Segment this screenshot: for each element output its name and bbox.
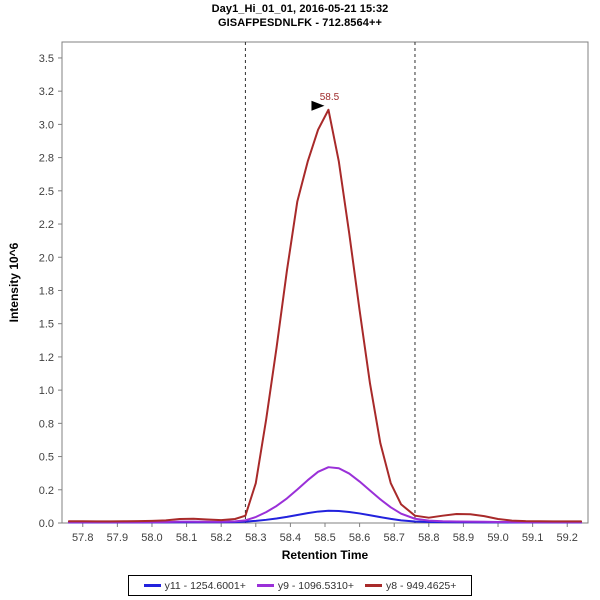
legend-label: y9 - 1096.5310+ bbox=[277, 579, 355, 592]
y-axis-tick-label: 2.0 bbox=[39, 252, 54, 264]
x-axis-tick-label: 59.2 bbox=[557, 532, 578, 544]
legend-entry[interactable]: y8 - 949.4625+ bbox=[365, 580, 456, 592]
series-line-y8[interactable] bbox=[67, 108, 583, 523]
y-axis-tick-label: 2.2 bbox=[39, 219, 54, 231]
x-axis-tick-label: 58.6 bbox=[349, 532, 370, 544]
legend-entry[interactable]: y11 - 1254.6001+ bbox=[143, 579, 246, 592]
x-axis-tick-label: 58.3 bbox=[245, 532, 266, 544]
x-axis-tick-label: 58.1 bbox=[176, 532, 197, 544]
x-axis-tick-label: 59.0 bbox=[487, 532, 508, 544]
x-axis-tick-label: 58.9 bbox=[453, 532, 474, 544]
series-line-y9[interactable] bbox=[67, 466, 583, 524]
y-axis-tick-label: 1.8 bbox=[39, 285, 54, 297]
chart-title: Day1_Hi_01_01, 2016-05-21 15:32 GISAFPES… bbox=[0, 2, 600, 30]
x-axis-tick-label: 58.5 bbox=[314, 532, 335, 544]
y-axis-title: Intensity 10^6 bbox=[7, 242, 21, 322]
peak-apex-label: 58.5 bbox=[320, 92, 340, 103]
legend-entry[interactable]: y9 - 1096.5310+ bbox=[256, 579, 355, 592]
chart-legend: y11 - 1254.6001+ y9 - 1096.5310+ y8 - 949.… bbox=[128, 575, 472, 596]
legend-swatch-y9 bbox=[256, 584, 274, 587]
y-axis-tick-label: 0.0 bbox=[39, 518, 54, 530]
x-axis-tick-label: 58.7 bbox=[383, 532, 404, 544]
y-axis-tick-label: 1.2 bbox=[39, 352, 54, 364]
y-axis-tick-label: 3.5 bbox=[39, 53, 54, 65]
legend-swatch-y11 bbox=[143, 584, 161, 587]
y-axis-tick-label: 2.8 bbox=[39, 153, 54, 165]
y-axis-tick-label: 1.5 bbox=[39, 319, 54, 331]
y-axis-tick-label: 0.8 bbox=[39, 418, 54, 430]
legend-swatch-y8 bbox=[365, 584, 383, 587]
x-axis-tick-label: 58.2 bbox=[210, 532, 231, 544]
x-axis-tick-label: 58.4 bbox=[280, 532, 301, 544]
chart-title-line-1: Day1_Hi_01_01, 2016-05-21 15:32 bbox=[211, 3, 389, 15]
x-axis-tick-label: 57.9 bbox=[107, 532, 128, 544]
y-axis-tick-label: 0.5 bbox=[39, 452, 54, 464]
x-axis-title: Retention Time bbox=[282, 548, 369, 562]
legend-label: y11 - 1254.6001+ bbox=[164, 579, 246, 592]
y-axis-tick-label: 2.5 bbox=[39, 186, 54, 198]
x-axis-tick-label: 57.8 bbox=[72, 532, 93, 544]
peak-apex-marker-icon bbox=[311, 100, 325, 111]
y-axis-tick-label: 3.0 bbox=[39, 119, 54, 131]
y-axis-tick-label: 1.0 bbox=[39, 385, 54, 397]
legend-label: y8 - 949.4625+ bbox=[386, 579, 457, 592]
x-axis-tick-label: 59.1 bbox=[522, 532, 543, 544]
x-axis-tick-label: 58.0 bbox=[141, 532, 162, 544]
x-axis-tick-label: 58.8 bbox=[418, 532, 439, 544]
y-axis-tick-label: 3.2 bbox=[39, 86, 54, 98]
plot-frame bbox=[61, 41, 589, 524]
chart-title-line-2: GISAFPESDNLFK - 712.8564++ bbox=[218, 17, 382, 29]
y-axis-tick-label: 0.2 bbox=[39, 485, 54, 497]
